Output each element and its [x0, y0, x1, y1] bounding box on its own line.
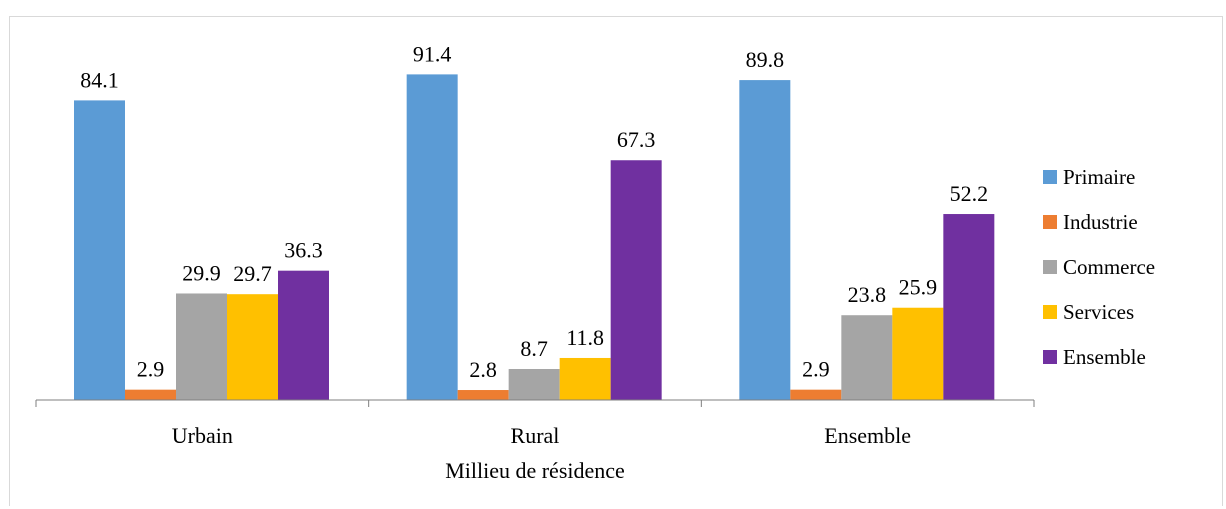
data-label-services-ensemble: 25.9 — [899, 275, 938, 300]
legend-label-ensemble: Ensemble — [1063, 345, 1146, 369]
legend-swatch-industrie — [1043, 215, 1057, 229]
bar-ensemble-urbain — [278, 270, 329, 400]
data-label-ensemble-rural: 67.3 — [617, 127, 656, 152]
data-label-services-urbain: 29.7 — [233, 261, 272, 286]
bar-services-ensemble — [892, 307, 944, 400]
data-label-commerce-urbain: 29.9 — [182, 260, 221, 285]
bar-ensemble-rural — [610, 160, 662, 400]
x-axis-ticks: Urbain Rural Ensemble — [35, 400, 1035, 448]
bar-services-rural — [559, 357, 611, 400]
data-label-services-rural: 11.8 — [566, 325, 604, 350]
legend-label-services: Services — [1063, 300, 1134, 324]
x-axis-title: Millieu de résidence — [445, 458, 625, 483]
legend-swatch-primaire — [1043, 170, 1057, 184]
legend-swatch-ensemble — [1043, 350, 1057, 364]
bar-primaire-rural — [406, 74, 458, 400]
chart-frame — [9, 16, 1223, 506]
bar-services-urbain — [227, 294, 278, 400]
data-label-commerce-ensemble: 23.8 — [848, 282, 887, 307]
bar-industrie-urbain — [125, 389, 176, 400]
legend: Primaire Industrie Commerce Services Ensembl… — [1043, 165, 1155, 369]
data-label-primaire-ensemble: 89.8 — [746, 47, 785, 72]
x-tick-label-rural: Rural — [511, 423, 560, 448]
legend-swatch-commerce — [1043, 260, 1057, 274]
data-label-primaire-rural: 91.4 — [413, 41, 452, 66]
data-label-primaire-urbain: 84.1 — [80, 67, 119, 92]
bar-industrie-ensemble — [790, 389, 842, 400]
data-label-ensemble-ensemble: 52.2 — [950, 181, 989, 206]
legend-label-primaire: Primaire — [1063, 165, 1135, 189]
legend-label-industrie: Industrie — [1063, 210, 1138, 234]
data-label-industrie-urbain: 2.9 — [137, 357, 165, 382]
legend-label-commerce: Commerce — [1063, 255, 1155, 279]
legend-swatch-services — [1043, 305, 1057, 319]
bar-commerce-urbain — [176, 293, 227, 400]
bar-ensemble-ensemble — [943, 214, 995, 400]
bar-commerce-ensemble — [841, 315, 893, 400]
bars-layer — [74, 74, 995, 401]
bar-primaire-ensemble — [739, 80, 791, 401]
data-labels-layer: 84.1 2.9 29.9 29.7 36.3 91.4 2.8 8.7 11.8 67.3 89.… — [80, 41, 988, 382]
x-tick-label-ensemble: Ensemble — [824, 423, 911, 448]
data-label-industrie-rural: 2.8 — [469, 357, 497, 382]
data-label-commerce-rural: 8.7 — [520, 336, 548, 361]
bar-industrie-rural — [457, 390, 509, 400]
data-label-industrie-ensemble: 2.9 — [802, 357, 830, 382]
bar-primaire-urbain — [74, 100, 125, 401]
data-label-ensemble-urbain: 36.3 — [284, 238, 323, 263]
bar-commerce-rural — [508, 369, 560, 400]
x-tick-label-urbain: Urbain — [172, 423, 233, 448]
